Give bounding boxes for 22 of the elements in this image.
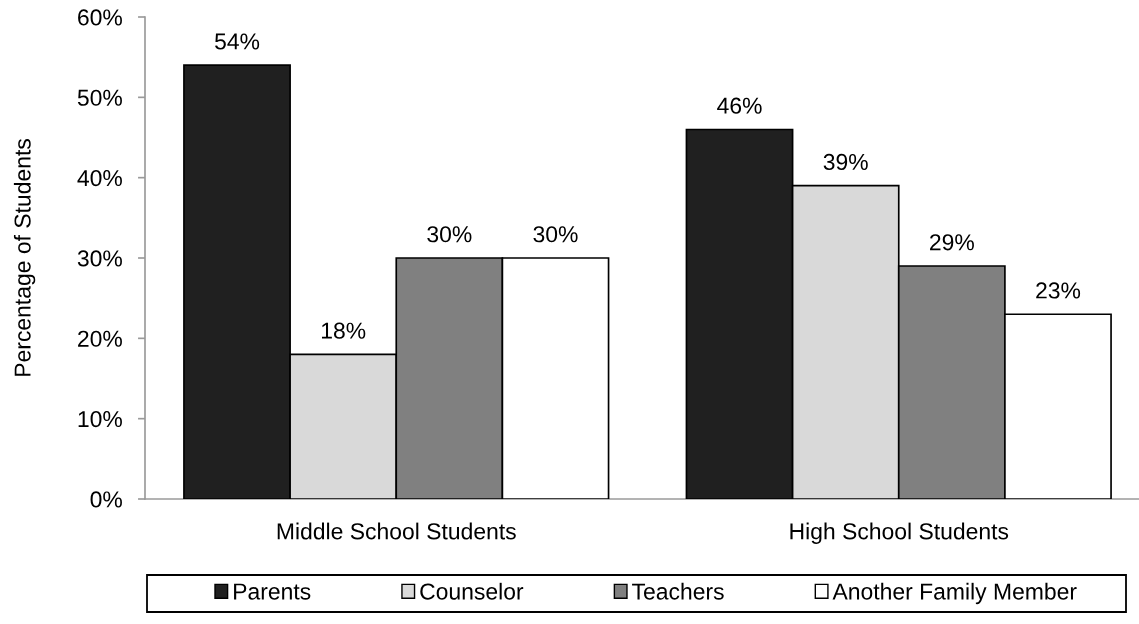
- y-tick-label: 30%: [77, 250, 122, 267]
- data-label: 54%: [215, 33, 260, 50]
- data-label: 46%: [717, 97, 762, 114]
- data-label: 30%: [427, 226, 472, 243]
- y-axis-title: Percentage of Students: [13, 139, 36, 376]
- data-label: 39%: [823, 153, 868, 171]
- data-label: 30%: [533, 226, 578, 243]
- y-tick-label: 40%: [77, 169, 122, 187]
- y-tick-label: 60%: [78, 9, 122, 26]
- x-tick-label: High School Students: [790, 522, 1009, 544]
- y-tick-label: 50%: [77, 89, 122, 106]
- legend-label: Counselor: [420, 582, 524, 600]
- data-label: 29%: [930, 234, 974, 251]
- x-tick-label: Middle School Students: [277, 522, 516, 540]
- y-tick-label: 10%: [78, 410, 122, 428]
- data-label: 18%: [321, 322, 366, 339]
- data-label: 23%: [1036, 282, 1081, 299]
- legend-label: Another Family Member: [832, 582, 1077, 605]
- legend-label: Teachers: [632, 582, 724, 600]
- y-tick-label: 20%: [78, 330, 122, 347]
- y-tick-label: 0%: [90, 491, 122, 508]
- legend-label: Parents: [234, 583, 311, 600]
